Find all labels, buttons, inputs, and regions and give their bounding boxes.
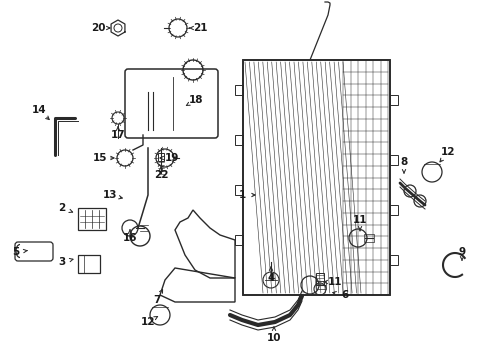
Bar	[235, 135, 243, 145]
Text: 17: 17	[110, 130, 125, 140]
Text: 14: 14	[32, 105, 46, 115]
Text: 4: 4	[267, 273, 274, 283]
Bar	[389, 205, 397, 215]
Text: 13: 13	[102, 190, 117, 200]
Bar	[363, 234, 373, 242]
Bar	[243, 60, 389, 295]
Text: 21: 21	[192, 23, 207, 33]
Text: 18: 18	[188, 95, 203, 105]
Text: 9: 9	[458, 247, 465, 257]
Text: 16: 16	[122, 233, 137, 243]
Text: 3: 3	[58, 257, 65, 267]
Text: 12: 12	[141, 317, 155, 327]
Bar	[315, 281, 325, 289]
Bar	[78, 255, 100, 273]
Bar	[235, 85, 243, 95]
Text: 7: 7	[153, 295, 161, 305]
Text: 2: 2	[58, 203, 65, 213]
Text: 11: 11	[327, 277, 342, 287]
Text: 5: 5	[12, 247, 20, 257]
Text: 22: 22	[153, 170, 168, 180]
Bar	[389, 155, 397, 165]
Bar	[389, 255, 397, 265]
Bar	[315, 273, 324, 285]
Text: 8: 8	[400, 157, 407, 167]
Text: 6: 6	[341, 290, 348, 300]
Bar	[235, 235, 243, 245]
Text: 10: 10	[266, 333, 281, 343]
Text: 19: 19	[164, 153, 179, 163]
Text: 1: 1	[238, 190, 245, 200]
Text: 11: 11	[352, 215, 366, 225]
Text: 20: 20	[91, 23, 105, 33]
Bar	[158, 153, 163, 161]
Bar	[243, 60, 389, 295]
Bar	[235, 185, 243, 195]
Bar	[389, 95, 397, 105]
Text: 15: 15	[93, 153, 107, 163]
Text: 12: 12	[440, 147, 454, 157]
Bar	[78, 208, 106, 230]
